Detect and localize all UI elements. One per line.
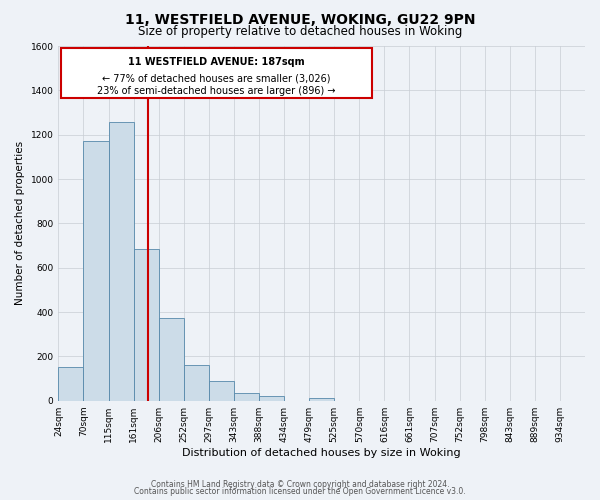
Text: 23% of semi-detached houses are larger (896) →: 23% of semi-detached houses are larger (…	[97, 86, 335, 96]
Bar	[259, 396, 284, 400]
Text: 11, WESTFIELD AVENUE, WOKING, GU22 9PN: 11, WESTFIELD AVENUE, WOKING, GU22 9PN	[125, 12, 475, 26]
Bar	[83, 142, 109, 400]
Bar	[209, 381, 234, 400]
X-axis label: Distribution of detached houses by size in Woking: Distribution of detached houses by size …	[182, 448, 461, 458]
Bar	[109, 122, 134, 400]
Text: Size of property relative to detached houses in Woking: Size of property relative to detached ho…	[138, 25, 462, 38]
FancyBboxPatch shape	[61, 48, 372, 98]
Text: ← 77% of detached houses are smaller (3,026): ← 77% of detached houses are smaller (3,…	[102, 73, 331, 83]
Y-axis label: Number of detached properties: Number of detached properties	[15, 142, 25, 306]
Bar	[58, 367, 83, 400]
Bar	[234, 392, 259, 400]
Text: 11 WESTFIELD AVENUE: 187sqm: 11 WESTFIELD AVENUE: 187sqm	[128, 57, 305, 67]
Bar	[309, 398, 334, 400]
Bar	[184, 365, 209, 400]
Text: Contains public sector information licensed under the Open Government Licence v3: Contains public sector information licen…	[134, 487, 466, 496]
Bar	[159, 318, 184, 400]
Bar	[134, 249, 159, 400]
Text: Contains HM Land Registry data © Crown copyright and database right 2024.: Contains HM Land Registry data © Crown c…	[151, 480, 449, 489]
